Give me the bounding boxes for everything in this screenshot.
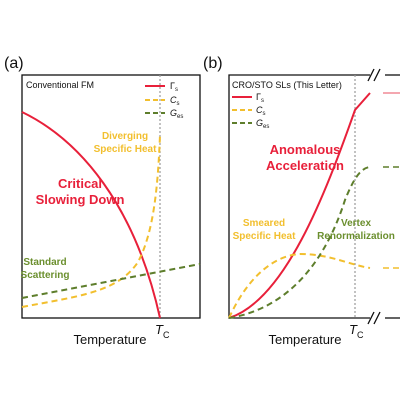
annotation: Specific Heat xyxy=(94,144,157,155)
ges-curve xyxy=(21,263,201,299)
gamma-curve xyxy=(21,111,161,319)
annotation: Slowing Down xyxy=(36,192,125,207)
annotation: Specific Heat xyxy=(233,231,296,242)
plot-frame xyxy=(228,74,370,319)
annotation: Acceleration xyxy=(266,158,344,173)
legend-label: Ges xyxy=(170,108,183,120)
tc-label: TC xyxy=(155,322,170,340)
annotation: Standard xyxy=(23,257,66,268)
legend-label: Γs xyxy=(256,92,264,104)
x-axis-label: Temperature xyxy=(269,332,342,347)
annotation: Diverging xyxy=(102,131,148,142)
legend-label: Γs xyxy=(170,81,178,93)
cs-curve xyxy=(228,252,371,319)
ges-curve xyxy=(228,166,371,319)
annotation: Critical xyxy=(58,176,102,191)
axis-break xyxy=(367,68,381,325)
panel-title: Conventional FM xyxy=(26,80,94,90)
legend-label: Cs xyxy=(170,95,180,107)
legend-label: Cs xyxy=(256,105,266,117)
tc-label: TC xyxy=(349,322,364,340)
annotation: Scattering xyxy=(21,270,70,281)
panel-a: (a) Conventional FM Γs Cs Ges Diverging … xyxy=(4,55,201,347)
plot-frame xyxy=(21,74,201,319)
annotation: Anomalous xyxy=(270,142,341,157)
annotation: Vertex xyxy=(341,218,371,229)
gamma-curve xyxy=(228,92,371,319)
legend-label: Ges xyxy=(256,118,269,130)
panel-title: CRO/STO SLs (This Letter) xyxy=(232,80,342,90)
panel-label: (b) xyxy=(203,55,223,72)
x-axis-label: Temperature xyxy=(74,332,147,347)
panel-label: (a) xyxy=(4,55,24,72)
cs-curve xyxy=(21,134,161,308)
annotation: Smeared xyxy=(243,218,285,229)
annotation: Renormalization xyxy=(317,231,395,242)
panel-b: (b) CRO/STO SLs (This Letter) Γs Cs Ges … xyxy=(203,55,400,347)
